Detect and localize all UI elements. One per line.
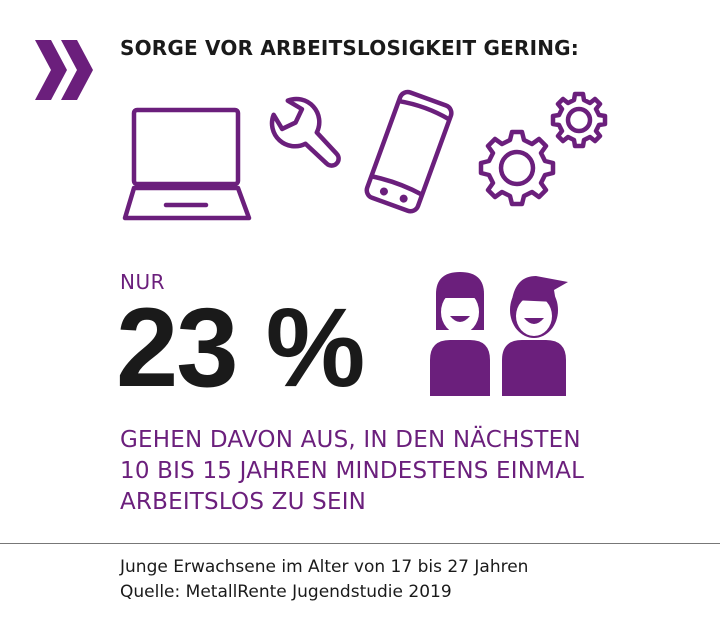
stat-description: GEHEN DAVON AUS, IN DEN NÄCHSTEN 10 BIS … xyxy=(120,425,680,518)
laptop-icon xyxy=(122,107,252,221)
people-icon xyxy=(430,272,568,396)
stat-prefix: NUR xyxy=(120,270,165,294)
footer: Junge Erwachsene im Alter von 17 bis 27 … xyxy=(120,555,528,605)
wrench-icon xyxy=(269,96,341,168)
footer-population: Junge Erwachsene im Alter von 17 bis 27 … xyxy=(120,557,529,577)
divider xyxy=(0,543,720,544)
description-line-1: GEHEN DAVON AUS, IN DEN NÄCHSTEN xyxy=(120,427,581,453)
footer-source: Quelle: MetallRente Jugendstudie 2019 xyxy=(120,582,452,602)
man-figure xyxy=(502,276,568,396)
gears-icon xyxy=(478,91,608,207)
headline: SORGE VOR ARBEITSLOSIGKEIT GERING: xyxy=(120,36,579,60)
woman-figure xyxy=(430,272,490,396)
description-line-2: 10 BIS 15 JAHREN MINDESTENS EINMAL xyxy=(120,458,585,484)
phone-icon xyxy=(364,89,454,214)
double-chevron-icon xyxy=(35,40,93,100)
description-line-3: ARBEITSLOS ZU SEIN xyxy=(120,489,367,515)
stat-value: 23 % xyxy=(116,285,365,410)
